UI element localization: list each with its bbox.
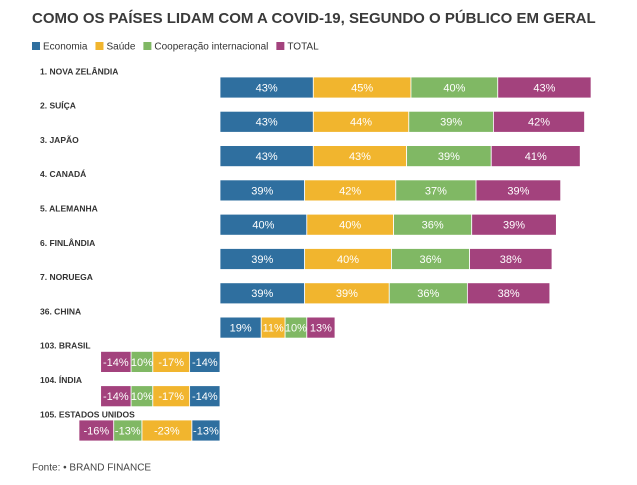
value-label: 10% bbox=[131, 357, 153, 369]
category-label: 1. NOVA ZELÂNDIA bbox=[40, 65, 118, 76]
bar-segment bbox=[78, 419, 115, 442]
value-label: 41% bbox=[525, 151, 547, 163]
value-label: 43% bbox=[533, 82, 555, 94]
value-label: 39% bbox=[438, 151, 460, 163]
value-label: -17% bbox=[158, 391, 184, 403]
category-label: 6. FINLÂNDIA bbox=[40, 237, 95, 248]
value-label: 36% bbox=[417, 288, 439, 300]
bar-segment bbox=[100, 385, 132, 408]
value-label: 39% bbox=[251, 185, 273, 197]
bar-segment bbox=[469, 248, 553, 270]
value-label: 40% bbox=[443, 82, 465, 94]
value-label: 44% bbox=[350, 117, 372, 129]
value-label: -17% bbox=[158, 357, 184, 369]
value-label: 42% bbox=[528, 117, 550, 129]
bar-segment bbox=[497, 76, 592, 99]
value-label: -13% bbox=[115, 425, 141, 437]
value-label: 38% bbox=[498, 288, 520, 300]
value-label: 43% bbox=[256, 151, 278, 163]
value-label: 42% bbox=[339, 185, 361, 197]
category-label: 5. ALEMANHA bbox=[40, 203, 98, 213]
value-label: 37% bbox=[425, 185, 447, 197]
value-label: 39% bbox=[440, 117, 462, 129]
legend-label: Saúde bbox=[106, 42, 135, 53]
bar-segment bbox=[475, 179, 562, 202]
value-label: 40% bbox=[337, 254, 359, 266]
value-label: 39% bbox=[336, 288, 358, 300]
value-label: 36% bbox=[422, 220, 444, 232]
value-label: 19% bbox=[230, 323, 252, 335]
bar-segment bbox=[466, 282, 551, 305]
value-label: 39% bbox=[503, 220, 525, 232]
value-label: 10% bbox=[285, 323, 307, 335]
value-label: 39% bbox=[507, 185, 529, 197]
legend-label: Economia bbox=[43, 42, 88, 53]
legend-swatch bbox=[276, 42, 285, 50]
value-label: -13% bbox=[193, 425, 219, 437]
legend-label: TOTAL bbox=[287, 42, 319, 53]
value-label: -14% bbox=[192, 357, 218, 369]
value-label: 13% bbox=[310, 323, 332, 335]
value-label: -14% bbox=[192, 391, 218, 403]
category-label: 104. ÍNDIA bbox=[40, 375, 82, 385]
value-label: 43% bbox=[256, 82, 278, 94]
bar-segment bbox=[306, 316, 336, 339]
category-label: 2. SUÍÇA bbox=[40, 101, 76, 111]
value-label: 43% bbox=[256, 117, 278, 129]
value-label: 39% bbox=[251, 254, 273, 266]
value-label: -14% bbox=[103, 391, 129, 403]
value-label: 45% bbox=[351, 82, 373, 94]
category-label: 4. CANADÁ bbox=[40, 169, 86, 179]
value-label: 43% bbox=[349, 151, 371, 163]
value-label: 40% bbox=[339, 220, 361, 232]
bar-segment bbox=[490, 145, 581, 168]
legend-swatch bbox=[95, 42, 104, 50]
source: Fonte: • BRAND FINANCE bbox=[32, 463, 151, 474]
value-label: -23% bbox=[154, 425, 180, 437]
bar-segment bbox=[100, 350, 132, 373]
chart-title: COMO OS PAÍSES LIDAM COM A COVID-19, SEG… bbox=[32, 9, 596, 27]
value-label: 36% bbox=[419, 254, 441, 266]
value-label: 40% bbox=[252, 220, 274, 232]
value-label: 10% bbox=[131, 391, 153, 403]
category-label: 36. CHINA bbox=[40, 306, 81, 316]
category-label: 105. ESTADOS UNIDOS bbox=[40, 409, 135, 419]
legend-swatch bbox=[32, 42, 40, 50]
legend-label: Cooperação internacional bbox=[154, 42, 268, 53]
bar-segment bbox=[471, 213, 557, 236]
legend-swatch bbox=[143, 42, 152, 50]
value-label: 11% bbox=[263, 323, 284, 335]
value-label: -14% bbox=[103, 357, 129, 369]
value-label: 39% bbox=[251, 288, 273, 300]
category-label: 7. NORUEGA bbox=[40, 272, 93, 282]
value-label: 38% bbox=[500, 254, 522, 266]
category-label: 3. JAPÃO bbox=[40, 135, 79, 145]
category-label: 103. BRASIL bbox=[40, 341, 91, 351]
bar-segment bbox=[493, 110, 585, 133]
value-label: -16% bbox=[83, 425, 109, 437]
